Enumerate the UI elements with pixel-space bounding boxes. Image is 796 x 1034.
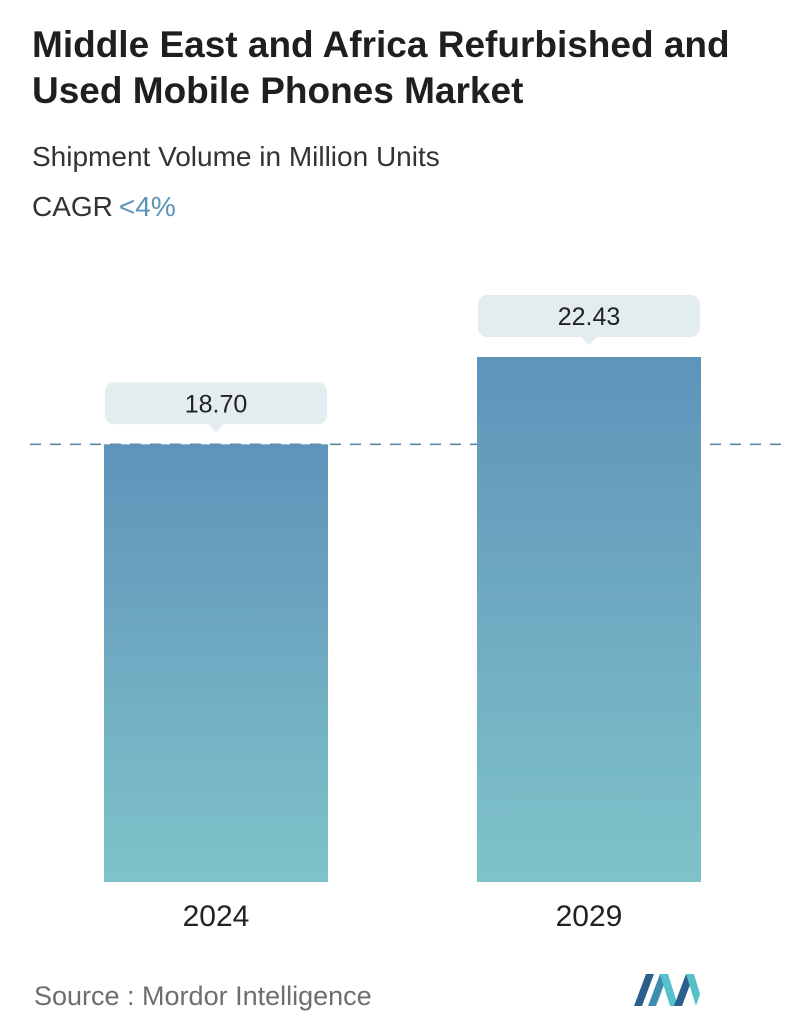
chart-title: Middle East and Africa Refurbished and U… (32, 24, 730, 111)
cagr-value: <4% (118, 191, 176, 222)
data-label-text: 22.43 (558, 303, 621, 331)
data-label-2024: 18.70 (105, 382, 327, 433)
bar-chart: 18.70 22.43 2024 2029 (30, 295, 784, 933)
x-tick-label-2029: 2029 (556, 900, 623, 933)
data-label-2029: 22.43 (478, 295, 700, 345)
x-tick-label-2024: 2024 (183, 900, 250, 933)
source-text: Source : Mordor Intelligence (34, 981, 372, 1011)
mordor-intelligence-logo-icon (634, 974, 700, 1006)
cagr-label: CAGR (32, 191, 113, 222)
bar-2029 (477, 357, 701, 882)
data-label-text: 18.70 (185, 390, 248, 418)
bar-2024 (104, 444, 328, 882)
chart-subtitle: Shipment Volume in Million Units (32, 141, 440, 172)
cagr-line: CAGR <4% (32, 188, 176, 226)
